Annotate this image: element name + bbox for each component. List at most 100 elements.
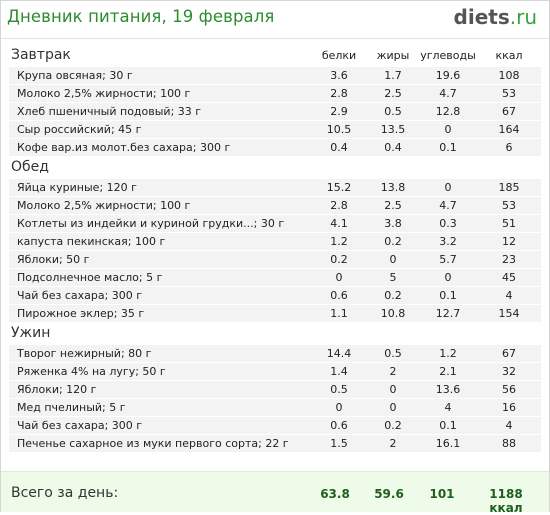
header: Дневник питания, 19 февраля diets.ru [1,1,549,39]
cell-fat: 1.7 [384,69,402,82]
totals-bar: Всего за день: 63.8 59.6 101 1188 ккал [1,471,549,515]
row-background [9,381,541,398]
cell-carbs: 4.7 [439,199,457,212]
food-name: Кофе вар.из молот.без сахара; 300 г [17,141,231,154]
row-background [9,251,541,268]
row-background [9,305,541,322]
cell-protein: 0 [335,271,343,284]
section-name: Завтрак [11,47,71,63]
food-table: Завтрак белки жиры углеводы ккал Крупа овсяна… [9,45,541,453]
cell-kcal: 53 [502,199,516,212]
row-background [9,67,541,84]
cell-carbs: 12.8 [435,105,461,118]
table-row[interactable]: Молоко 2,5% жирности; 100 г 2.8 2.5 4.7 53 [9,197,541,214]
cell-carbs: 13.6 [435,383,461,396]
row-background [9,287,541,304]
cell-carbs: 4.7 [439,87,457,100]
table-row[interactable]: Хлеб пшеничный подовый; 33 г 2.9 0.5 12.8 67 [9,103,541,120]
cell-carbs: 0 [444,181,452,194]
table-row[interactable]: Творог нежирный; 80 г 14.4 0.5 1.2 67 [9,345,541,362]
column-header: белки [321,49,357,62]
table-row[interactable]: Котлеты из индейки и куриной грудки...; … [9,215,541,232]
site-logo[interactable]: diets.ru [454,5,537,29]
cell-carbs: 0.1 [439,289,457,302]
cell-carbs: 0 [444,123,452,136]
food-name: Яйца куриные; 120 г [17,181,137,194]
cell-fat: 13.8 [380,181,406,194]
cell-fat: 13.5 [380,123,406,136]
cell-kcal: 154 [498,307,520,320]
cell-carbs: 12.7 [435,307,461,320]
table-row[interactable]: Чай без сахара; 300 г 0.6 0.2 0.1 4 [9,417,541,434]
cell-kcal: 32 [502,365,516,378]
cell-protein: 15.2 [326,181,352,194]
table-row[interactable]: Подсолнечное масло; 5 г 0 5 0 45 [9,269,541,286]
cell-kcal: 23 [502,253,516,266]
cell-carbs: 3.2 [439,235,457,248]
table-row[interactable]: Яблоки; 120 г 0.5 0 13.6 56 [9,381,541,398]
cell-fat: 0.5 [384,105,402,118]
food-name: Крупа овсяная; 30 г [17,69,133,82]
food-name: Ряженка 4% на лугу; 50 г [17,365,166,378]
row-background [9,215,541,232]
cell-carbs: 1.2 [439,347,457,360]
cell-protein: 1.2 [330,235,348,248]
table-row[interactable]: капуста пекинская; 100 г 1.2 0.2 3.2 12 [9,233,541,250]
cell-carbs: 5.7 [439,253,457,266]
cell-protein: 3.6 [330,69,348,82]
cell-kcal: 164 [498,123,520,136]
row-background [9,197,541,214]
cell-fat: 2.5 [384,199,402,212]
table-row[interactable]: Печенье сахарное из муки первого сорта; … [9,435,541,452]
cell-fat: 3.8 [384,217,402,230]
cell-protein: 0.5 [330,383,348,396]
food-name: Мед пчелиный; 5 г [17,401,126,414]
cell-protein: 0.6 [330,289,348,302]
food-name: Молоко 2,5% жирности; 100 г [17,87,191,100]
cell-carbs: 0.1 [439,419,457,432]
cell-carbs: 16.1 [435,437,461,450]
column-header: жиры [376,49,410,62]
totals-label: Всего за день: [11,485,119,501]
food-name: Котлеты из индейки и куриной грудки...; … [17,217,285,230]
cell-protein: 10.5 [326,123,352,136]
cell-kcal: 53 [502,87,516,100]
row-background [9,139,541,156]
section-name: Ужин [11,325,51,341]
cell-protein: 2.9 [330,105,348,118]
cell-kcal: 88 [502,437,516,450]
cell-fat: 0.2 [384,419,402,432]
cell-carbs: 4 [444,401,452,414]
table-row[interactable]: Чай без сахара; 300 г 0.6 0.2 0.1 4 [9,287,541,304]
cell-kcal: 67 [502,347,516,360]
table-row[interactable]: Пирожное эклер; 35 г 1.1 10.8 12.7 154 [9,305,541,322]
table-row[interactable]: Мед пчелиный; 5 г 0 0 4 16 [9,399,541,416]
table-row[interactable]: Яблоки; 50 г 0.2 0 5.7 23 [9,251,541,268]
cell-kcal: 16 [502,401,516,414]
food-name: Молоко 2,5% жирности; 100 г [17,199,191,212]
food-name: Чай без сахара; 300 г [17,289,143,302]
cell-kcal: 4 [505,419,513,432]
cell-protein: 14.4 [326,347,352,360]
section-header: Обед [9,157,541,179]
cell-fat: 0 [389,383,397,396]
table-row[interactable]: Кофе вар.из молот.без сахара; 300 г 0.4 0.… [9,139,541,156]
row-background [9,103,541,120]
table-row[interactable]: Яйца куриные; 120 г 15.2 13.8 0 185 [9,179,541,196]
table-row[interactable]: Крупа овсяная; 30 г 3.6 1.7 19.6 108 [9,67,541,84]
food-name: Яблоки; 50 г [17,253,90,266]
section-header: Завтрак белки жиры углеводы ккал [9,45,541,67]
table-row[interactable]: Сыр российский; 45 г 10.5 13.5 0 164 [9,121,541,138]
cell-kcal: 56 [502,383,516,396]
column-header: ккал [495,49,523,62]
table-row[interactable]: Ряженка 4% на лугу; 50 г 1.4 2 2.1 32 [9,363,541,380]
cell-kcal: 4 [505,289,513,302]
cell-fat: 0 [389,401,397,414]
cell-kcal: 12 [502,235,516,248]
cell-kcal: 6 [505,141,513,154]
table-row[interactable]: Молоко 2,5% жирности; 100 г 2.8 2.5 4.7 53 [9,85,541,102]
cell-kcal: 51 [502,217,516,230]
row-background [9,179,541,196]
row-background [9,85,541,102]
